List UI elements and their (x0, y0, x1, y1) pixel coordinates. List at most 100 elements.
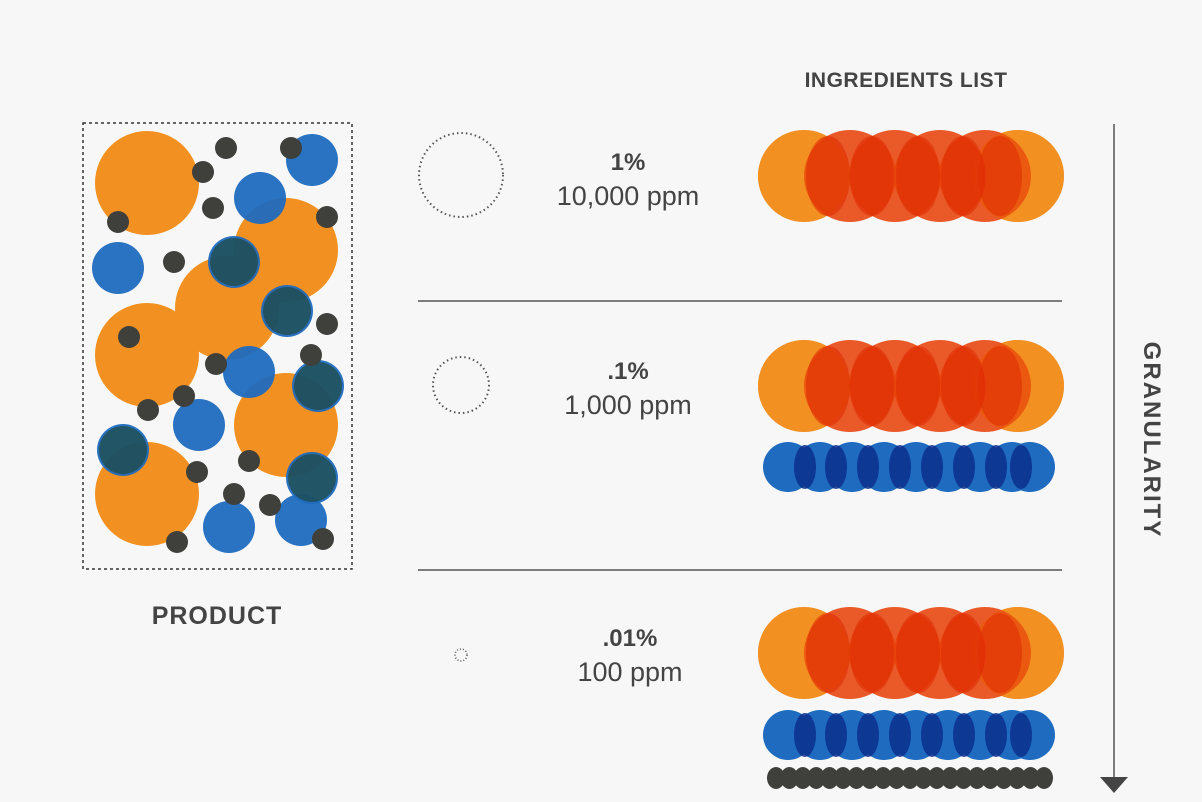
dark-ingredient (1021, 767, 1040, 789)
granularity-label: GRANULARITY (1138, 342, 1165, 539)
ingredient-stack (758, 130, 1064, 222)
dark-particle (163, 251, 185, 273)
blue-overlap-lens (1010, 445, 1032, 489)
dark-particle (238, 450, 260, 472)
blue-overlap-lens (889, 445, 911, 489)
blue-overlap-lens (1010, 713, 1032, 757)
dark-particle (186, 461, 208, 483)
dark-particle (192, 161, 214, 183)
orange-particle (95, 131, 199, 235)
blue-overlap-lens (889, 713, 911, 757)
orange-overlap-lens (941, 136, 985, 216)
orange-overlap-lens (896, 136, 940, 216)
down-arrow-icon (1100, 777, 1128, 793)
blue-overlap-lens (953, 445, 975, 489)
overlap-tint (288, 454, 336, 502)
dark-ingredient (793, 767, 812, 789)
dark-particle (312, 528, 334, 550)
dark-particle (202, 197, 224, 219)
dark-particle (118, 326, 140, 348)
dark-particle (166, 531, 188, 553)
dark-ingredient (954, 767, 973, 789)
dark-ingredient (780, 767, 799, 789)
dark-particle (300, 344, 322, 366)
orange-overlap-lens (978, 136, 1022, 216)
dark-particle (137, 399, 159, 421)
ingredient-stack (758, 607, 1064, 789)
dark-ingredient (860, 767, 879, 789)
dark-particle (215, 137, 237, 159)
blue-particle (92, 242, 144, 294)
blue-overlap-lens (921, 713, 943, 757)
overlap-tint (99, 426, 147, 474)
orange-overlap-lens (850, 613, 894, 693)
overlap-tint (294, 362, 342, 410)
dark-ingredient (901, 767, 919, 789)
dark-ingredient (968, 767, 986, 789)
product-panel: PRODUCT (82, 122, 353, 630)
dark-particle (280, 137, 302, 159)
level-percent: .1% (607, 358, 648, 385)
dark-particle (107, 211, 129, 233)
blue-overlap-lens (825, 713, 847, 757)
level-ppm: 100 ppm (577, 657, 682, 687)
dark-ingredient (887, 767, 906, 789)
granule-size-circle (454, 648, 468, 662)
dark-particle (316, 313, 338, 335)
orange-overlap-lens (896, 346, 940, 426)
level-percent: 1% (611, 149, 646, 176)
overlap-tint (263, 287, 311, 335)
level-ppm: 1,000 ppm (564, 390, 692, 420)
orange-overlap-lens (806, 136, 850, 216)
product-particles (92, 131, 344, 553)
dark-ingredient (1035, 767, 1053, 789)
granule-size-circle (432, 356, 490, 414)
dark-particle (259, 494, 281, 516)
blue-overlap-lens (985, 445, 1007, 489)
blue-particle (223, 346, 275, 398)
blue-overlap-lens (857, 445, 879, 489)
dark-ingredient (820, 767, 839, 789)
level-ppm: 10,000 ppm (557, 181, 700, 211)
orange-particle (175, 256, 279, 360)
dark-ingredient (981, 767, 1000, 789)
overlap-tint (210, 238, 258, 286)
granularity-axis: GRANULARITY (1100, 124, 1165, 793)
dark-particle (173, 385, 195, 407)
blue-particle (234, 172, 286, 224)
product-dashed-border (82, 122, 353, 570)
blue-overlap-lens (953, 713, 975, 757)
granule-size-circle (418, 132, 504, 218)
blue-overlap-lens (825, 445, 847, 489)
dark-ingredient (927, 767, 946, 789)
dark-ingredient (847, 767, 866, 789)
orange-overlap-lens (896, 613, 940, 693)
blue-overlap-lens (921, 445, 943, 489)
blue-particle (203, 501, 255, 553)
product-label: PRODUCT (152, 602, 283, 630)
dark-ingredient (941, 767, 960, 789)
dark-ingredient (1008, 767, 1027, 789)
level-row-0.1pct: .1% 1,000 ppm (432, 340, 1064, 492)
orange-overlap-lens (941, 613, 985, 693)
ingredients-list-title: INGREDIENTS LIST (805, 69, 1008, 92)
level-percent: .01% (603, 625, 658, 652)
dark-particle (316, 206, 338, 228)
dark-ingredient (767, 767, 785, 789)
blue-overlap-lens (857, 713, 879, 757)
orange-particle (95, 303, 199, 407)
blue-overlap-lens (794, 713, 816, 757)
blue-particle (173, 399, 225, 451)
orange-overlap-lens (978, 346, 1022, 426)
blue-overlap-lens (794, 445, 816, 489)
dark-particle (205, 353, 227, 375)
orange-overlap-lens (978, 613, 1022, 693)
dark-ingredient (914, 767, 933, 789)
orange-overlap-lens (806, 613, 850, 693)
level-row-1pct: 1% 10,000 ppm (418, 130, 1064, 222)
blue-overlap-lens (985, 713, 1007, 757)
orange-overlap-lens (806, 346, 850, 426)
dark-particle (223, 483, 245, 505)
ingredient-stack (758, 340, 1064, 492)
